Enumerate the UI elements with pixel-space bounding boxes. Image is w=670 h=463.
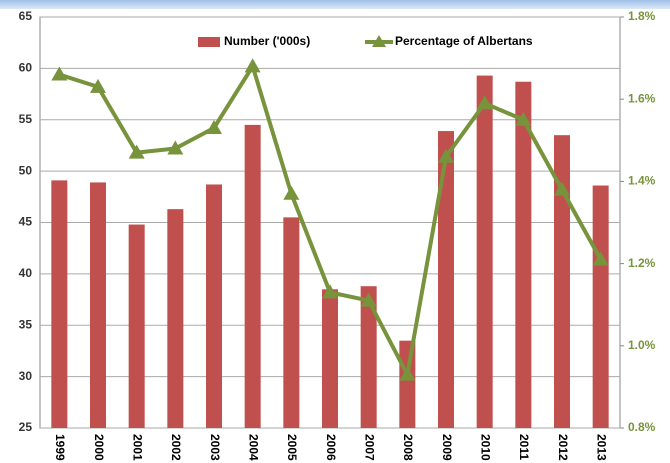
x-tick-label: 2004 xyxy=(246,434,260,461)
header-bar xyxy=(0,0,670,9)
bar xyxy=(90,182,106,428)
line-marker xyxy=(90,78,106,93)
line-marker xyxy=(515,111,532,126)
y-tick-label: 35 xyxy=(19,317,33,331)
x-tick-label: 2010 xyxy=(478,434,492,461)
bar xyxy=(554,135,570,428)
y-tick-label: 50 xyxy=(19,163,33,177)
x-tick-label: 2009 xyxy=(440,434,454,461)
x-tick-label: 2012 xyxy=(556,434,570,461)
line-marker xyxy=(322,284,338,299)
bar xyxy=(167,209,184,428)
y-tick-label: 25 xyxy=(19,420,33,434)
y2-tick-label: 1.2% xyxy=(628,256,656,270)
line-marker xyxy=(206,119,222,134)
line-marker xyxy=(554,181,570,196)
y-tick-label: 60 xyxy=(19,61,33,75)
bar xyxy=(51,180,68,428)
x-tick-label: 2013 xyxy=(594,434,608,461)
legend-marker xyxy=(372,35,386,47)
line-marker xyxy=(360,292,377,307)
x-tick-label: 1999 xyxy=(53,434,67,461)
y-tick-label: 40 xyxy=(19,266,33,280)
y2-tick-label: 1.6% xyxy=(628,91,656,105)
line-marker xyxy=(592,251,609,266)
bar xyxy=(322,289,338,428)
line-marker xyxy=(51,66,68,81)
line-marker xyxy=(128,144,145,159)
y2-tick-label: 1.8% xyxy=(628,9,656,23)
legend-label: Number ('000s) xyxy=(224,34,310,48)
x-tick-label: 2011 xyxy=(517,434,531,460)
y-tick-label: 45 xyxy=(19,215,33,229)
y2-tick-label: 0.8% xyxy=(628,420,656,434)
line-marker xyxy=(476,95,493,110)
line-marker xyxy=(167,140,184,155)
x-tick-label: 2002 xyxy=(169,434,183,461)
legend-label: Percentage of Albertans xyxy=(395,34,533,48)
bar xyxy=(515,81,532,429)
y2-tick-label: 1.4% xyxy=(628,174,656,188)
legend-swatch xyxy=(198,37,220,47)
bar xyxy=(592,185,609,428)
x-tick-label: 2007 xyxy=(362,434,376,461)
line-marker xyxy=(399,366,416,381)
x-tick-label: 2006 xyxy=(324,434,338,461)
line-marker xyxy=(244,58,261,73)
bar xyxy=(206,184,222,428)
line-marker xyxy=(438,148,454,163)
bar xyxy=(360,286,377,428)
bar xyxy=(283,217,300,428)
bar xyxy=(244,124,261,428)
bar xyxy=(476,75,493,428)
line-marker xyxy=(283,185,300,200)
bar xyxy=(438,131,454,429)
bar xyxy=(128,224,145,428)
y-tick-label: 65 xyxy=(19,9,33,23)
x-tick-label: 2003 xyxy=(208,434,222,461)
x-tick-label: 2001 xyxy=(130,434,144,461)
y-tick-label: 30 xyxy=(19,369,33,383)
y-tick-label: 55 xyxy=(19,112,33,126)
y2-tick-label: 1.0% xyxy=(628,338,656,352)
x-tick-label: 2005 xyxy=(285,434,299,461)
x-tick-label: 2000 xyxy=(92,434,106,461)
x-tick-label: 2008 xyxy=(401,434,415,461)
